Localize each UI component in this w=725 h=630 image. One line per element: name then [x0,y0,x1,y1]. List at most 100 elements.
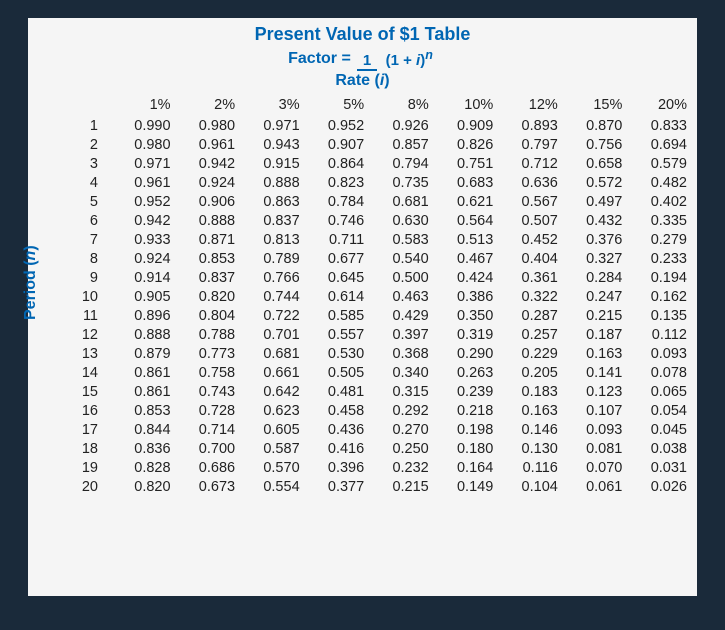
value-cell: 0.837 [237,211,302,230]
value-cell: 0.335 [624,211,689,230]
value-cell: 0.361 [495,268,560,287]
value-cell: 0.645 [302,268,367,287]
value-cell: 0.146 [495,420,560,439]
value-cell: 0.319 [431,325,496,344]
column-header: 15% [560,96,625,117]
value-cell: 0.751 [431,154,496,173]
table-row: 150.8610.7430.6420.4810.3150.2390.1830.1… [68,382,689,401]
column-header: 12% [495,96,560,117]
value-cell: 0.712 [495,154,560,173]
value-cell: 0.481 [302,382,367,401]
pv-table: 1%2%3%5%8%10%12%15%20% 10.9900.9800.9710… [68,96,689,497]
value-cell: 0.621 [431,192,496,211]
value-cell: 0.837 [173,268,238,287]
value-cell: 0.554 [237,477,302,496]
value-cell: 0.104 [495,477,560,496]
value-cell: 0.943 [237,135,302,154]
value-cell: 0.232 [366,458,431,477]
header-row: 1%2%3%5%8%10%12%15%20% [68,96,689,117]
period-cell: 6 [68,211,108,230]
value-cell: 0.642 [237,382,302,401]
period-cell: 14 [68,363,108,382]
value-cell: 0.432 [560,211,625,230]
value-cell: 0.327 [560,249,625,268]
value-cell: 0.557 [302,325,367,344]
value-cell: 0.424 [431,268,496,287]
value-cell: 0.863 [237,192,302,211]
value-cell: 0.229 [495,344,560,363]
value-cell: 0.836 [108,439,173,458]
value-cell: 0.505 [302,363,367,382]
value-cell: 0.924 [108,249,173,268]
value-cell: 0.926 [366,116,431,135]
column-header: 2% [173,96,238,117]
value-cell: 0.888 [237,173,302,192]
title-area: Present Value of $1 Table Factor = 1 (1 … [28,18,697,96]
value-cell: 0.888 [108,325,173,344]
table-row: 200.8200.6730.5540.3770.2150.1490.1040.0… [68,477,689,496]
value-cell: 0.758 [173,363,238,382]
value-cell: 0.942 [108,211,173,230]
table-row: 20.9800.9610.9430.9070.8570.8260.7970.75… [68,135,689,154]
period-cell: 4 [68,173,108,192]
value-cell: 0.141 [560,363,625,382]
value-cell: 0.789 [237,249,302,268]
value-cell: 0.722 [237,306,302,325]
value-cell: 0.215 [560,306,625,325]
value-cell: 0.952 [302,116,367,135]
value-cell: 0.714 [173,420,238,439]
value-cell: 0.467 [431,249,496,268]
table-row: 100.9050.8200.7440.6140.4630.3860.3220.2… [68,287,689,306]
value-cell: 0.065 [624,382,689,401]
value-cell: 0.980 [173,116,238,135]
value-cell: 0.567 [495,192,560,211]
value-cell: 0.130 [495,439,560,458]
period-axis-label: Period (n) [22,245,40,320]
value-cell: 0.614 [302,287,367,306]
value-cell: 0.630 [366,211,431,230]
value-cell: 0.497 [560,192,625,211]
value-cell: 0.287 [495,306,560,325]
value-cell: 0.198 [431,420,496,439]
value-cell: 0.163 [560,344,625,363]
value-cell: 0.701 [237,325,302,344]
value-cell: 0.658 [560,154,625,173]
period-cell: 1 [68,116,108,135]
value-cell: 0.061 [560,477,625,496]
value-cell: 0.585 [302,306,367,325]
value-cell: 0.735 [366,173,431,192]
period-cell: 16 [68,401,108,420]
column-header: 5% [302,96,367,117]
value-cell: 0.093 [560,420,625,439]
value-cell: 0.700 [173,439,238,458]
value-cell: 0.893 [495,116,560,135]
period-cell: 17 [68,420,108,439]
value-cell: 0.250 [366,439,431,458]
table-row: 70.9330.8710.8130.7110.5830.5130.4520.37… [68,230,689,249]
period-cell: 3 [68,154,108,173]
value-cell: 0.436 [302,420,367,439]
value-cell: 0.572 [560,173,625,192]
table-row: 90.9140.8370.7660.6450.5000.4240.3610.28… [68,268,689,287]
value-cell: 0.045 [624,420,689,439]
value-cell: 0.833 [624,116,689,135]
value-cell: 0.135 [624,306,689,325]
value-cell: 0.279 [624,230,689,249]
formula-numerator: 1 [357,52,377,71]
value-cell: 0.376 [560,230,625,249]
value-cell: 0.694 [624,135,689,154]
value-cell: 0.123 [560,382,625,401]
value-cell: 0.404 [495,249,560,268]
value-cell: 0.820 [173,287,238,306]
value-cell: 0.870 [560,116,625,135]
value-cell: 0.794 [366,154,431,173]
value-cell: 0.038 [624,439,689,458]
value-cell: 0.788 [173,325,238,344]
column-header: 1% [108,96,173,117]
value-cell: 0.853 [173,249,238,268]
value-cell: 0.933 [108,230,173,249]
value-cell: 0.888 [173,211,238,230]
corner-cell [68,96,108,117]
table-row: 130.8790.7730.6810.5300.3680.2900.2290.1… [68,344,689,363]
formula-label: Factor = [288,50,351,68]
